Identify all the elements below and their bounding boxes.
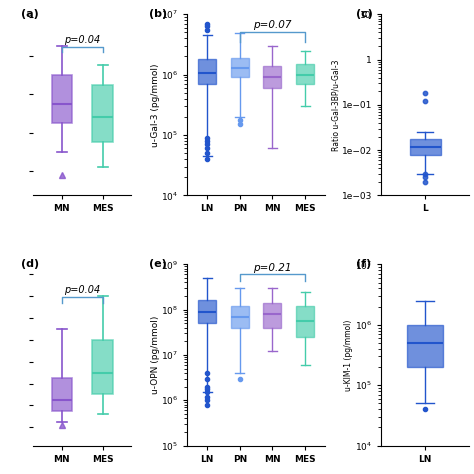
Point <box>421 90 429 97</box>
Y-axis label: Ratio u-Gal-3BP/u-Gal-3: Ratio u-Gal-3BP/u-Gal-3 <box>331 59 340 151</box>
Point <box>421 98 429 105</box>
PathPatch shape <box>231 306 249 328</box>
Text: p=0.04: p=0.04 <box>64 285 100 295</box>
Y-axis label: u-KIM-1 (pg/mmol): u-KIM-1 (pg/mmol) <box>344 319 353 391</box>
PathPatch shape <box>231 58 249 77</box>
Point <box>421 178 429 186</box>
PathPatch shape <box>408 325 443 367</box>
Text: p=0.21: p=0.21 <box>253 263 292 273</box>
PathPatch shape <box>198 59 216 84</box>
PathPatch shape <box>92 84 113 142</box>
Y-axis label: u-OPN (pg/mmol): u-OPN (pg/mmol) <box>151 316 160 394</box>
PathPatch shape <box>92 340 113 394</box>
Text: p=0.04: p=0.04 <box>64 36 100 46</box>
Text: (b): (b) <box>149 9 167 19</box>
PathPatch shape <box>52 75 72 123</box>
PathPatch shape <box>296 64 314 84</box>
PathPatch shape <box>296 306 314 337</box>
Text: (c): (c) <box>356 9 373 19</box>
PathPatch shape <box>264 303 282 328</box>
PathPatch shape <box>264 66 282 88</box>
PathPatch shape <box>410 138 440 155</box>
Text: (f): (f) <box>356 259 372 269</box>
Point <box>421 173 429 181</box>
Y-axis label: u-Gal-3 (pg/mmol): u-Gal-3 (pg/mmol) <box>151 63 160 146</box>
PathPatch shape <box>52 378 72 411</box>
PathPatch shape <box>198 301 216 323</box>
Text: (e): (e) <box>149 259 167 269</box>
Text: (a): (a) <box>21 9 39 19</box>
Text: p=0.07: p=0.07 <box>253 20 292 30</box>
Point <box>421 170 429 178</box>
Text: (d): (d) <box>21 259 39 269</box>
